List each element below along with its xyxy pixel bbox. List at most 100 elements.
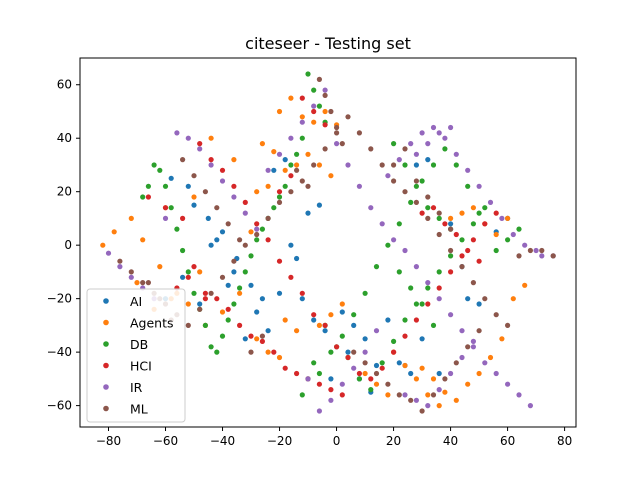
point-db <box>402 317 408 323</box>
point-ir <box>328 397 334 403</box>
point-hci <box>311 312 317 318</box>
point-hci <box>368 376 374 382</box>
point-db <box>271 205 277 211</box>
point-ir <box>174 130 180 136</box>
point-ml <box>276 199 283 205</box>
point-db <box>311 360 317 366</box>
point-db <box>157 167 163 173</box>
point-ml <box>391 178 397 184</box>
point-agents <box>470 205 476 211</box>
point-ai <box>322 328 328 334</box>
point-hci <box>225 306 231 312</box>
point-hci <box>482 221 488 227</box>
point-ml <box>373 370 380 377</box>
point-ir <box>459 328 465 334</box>
point-agents <box>191 194 197 200</box>
point-db <box>225 317 231 323</box>
point-ai <box>305 210 311 216</box>
point-agents <box>111 229 117 235</box>
point-ir <box>345 162 351 168</box>
point-hci <box>413 317 419 323</box>
point-ir <box>356 183 362 189</box>
point-db <box>185 269 191 275</box>
point-db <box>174 226 180 232</box>
point-agents <box>311 119 317 125</box>
point-ml <box>368 146 374 152</box>
point-hci <box>430 205 437 211</box>
point-ir <box>459 354 465 361</box>
point-ai <box>219 229 226 235</box>
point-db <box>202 322 208 328</box>
point-ai <box>231 269 237 275</box>
point-hci <box>276 189 283 195</box>
point-ir <box>470 338 476 344</box>
point-db <box>145 183 151 189</box>
point-hci <box>299 95 305 101</box>
point-ir <box>533 247 539 254</box>
point-db <box>294 151 300 157</box>
point-agents <box>505 215 511 221</box>
point-db <box>453 162 459 168</box>
point-agents <box>442 389 448 395</box>
point-ml <box>339 141 345 147</box>
point-ml <box>225 221 231 227</box>
point-db <box>476 210 482 216</box>
x-tick-label: −40 <box>210 434 235 448</box>
point-ir <box>305 376 311 382</box>
point-db <box>419 178 425 184</box>
point-ir <box>322 87 328 93</box>
point-ml <box>385 381 391 387</box>
point-db <box>505 237 511 243</box>
point-hci <box>202 290 208 296</box>
point-ai <box>276 290 283 296</box>
point-ai <box>328 376 334 382</box>
point-agents <box>425 392 431 398</box>
point-hci <box>442 221 448 227</box>
point-ml <box>419 408 425 414</box>
point-ir <box>396 157 402 163</box>
point-ir <box>362 349 368 355</box>
point-ml <box>396 392 402 398</box>
point-ml <box>117 258 123 264</box>
point-ai <box>214 237 220 243</box>
point-ml <box>413 178 419 184</box>
point-db <box>482 205 488 211</box>
point-ir <box>527 403 534 409</box>
point-db <box>316 370 322 377</box>
point-hci <box>448 269 454 275</box>
point-hci <box>185 274 191 280</box>
x-tick-label: 60 <box>500 434 515 448</box>
legend-label-ai: AI <box>130 294 142 309</box>
point-ai <box>208 242 214 248</box>
point-ir <box>465 167 471 173</box>
point-ml <box>430 392 437 398</box>
point-agents <box>134 280 140 286</box>
point-agents <box>259 141 265 147</box>
point-ir <box>413 264 419 270</box>
point-ml <box>493 312 499 318</box>
point-agents <box>453 397 459 403</box>
point-ir <box>476 183 482 189</box>
point-ml <box>334 124 340 131</box>
point-ir <box>197 146 203 152</box>
point-hci <box>271 349 277 355</box>
point-ir <box>539 253 545 259</box>
point-hci <box>202 296 208 302</box>
point-agents <box>254 336 260 342</box>
point-ir <box>436 387 442 393</box>
point-hci <box>493 210 499 216</box>
point-db <box>299 135 305 141</box>
legend-marker-agents <box>103 319 109 326</box>
point-ml <box>470 280 476 286</box>
point-agents <box>362 370 368 377</box>
point-db <box>442 146 448 152</box>
point-hci <box>276 258 283 264</box>
point-ml <box>265 215 271 221</box>
point-ai <box>299 296 305 302</box>
point-db <box>316 103 322 109</box>
point-ai <box>254 309 260 315</box>
point-agents <box>288 95 294 101</box>
point-ir <box>288 135 294 141</box>
point-ir <box>402 247 408 254</box>
